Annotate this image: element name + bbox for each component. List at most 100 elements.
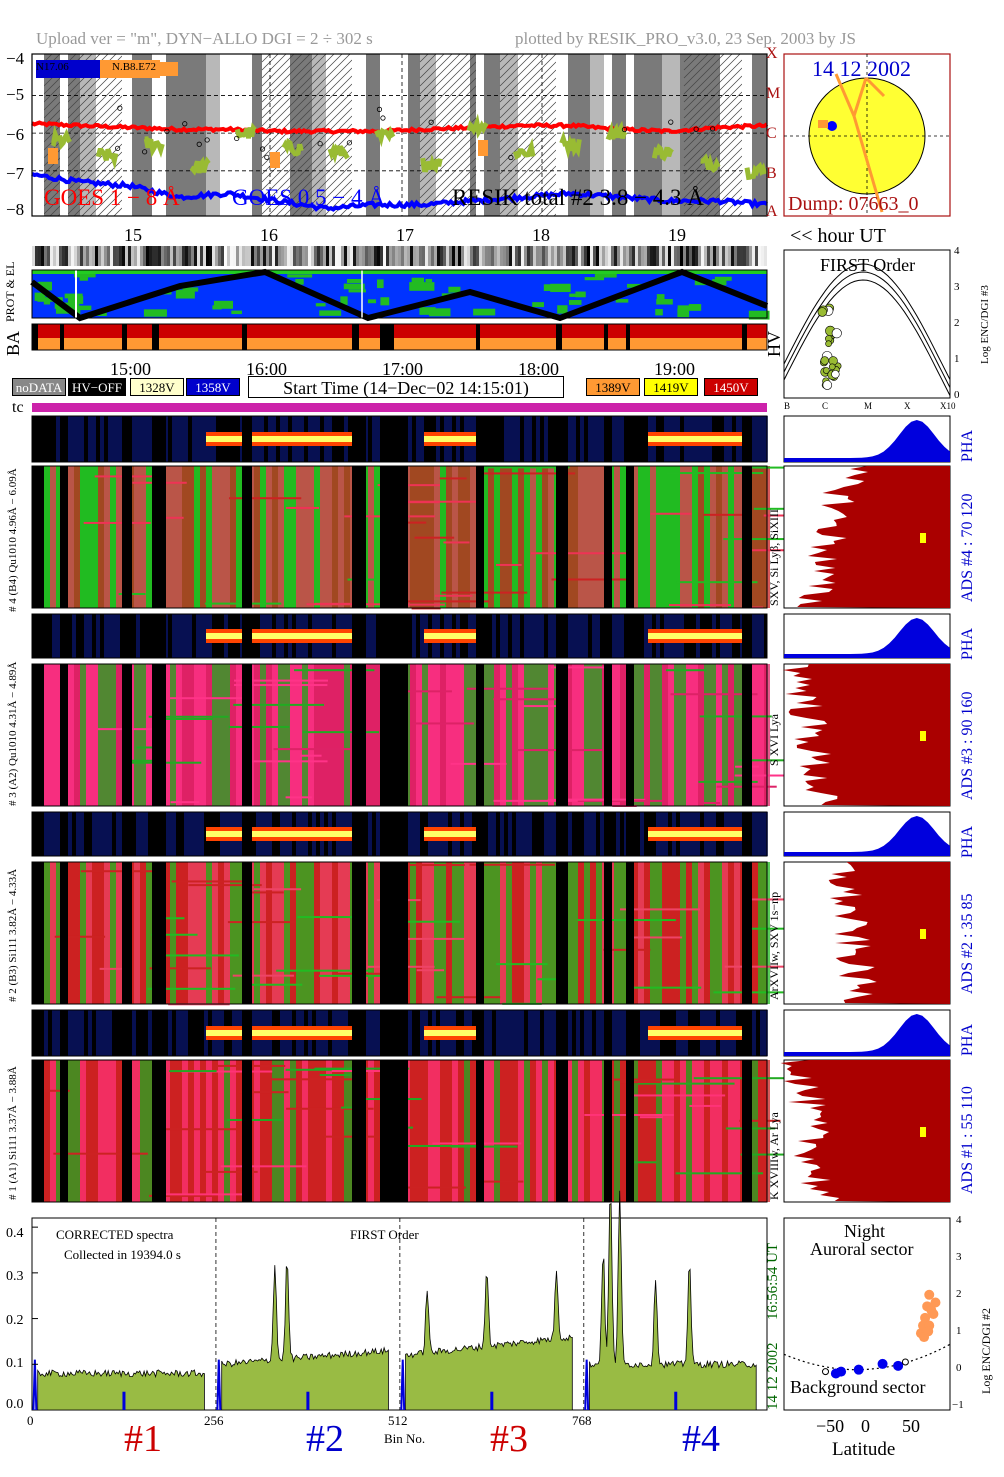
pha-gap bbox=[380, 416, 408, 462]
el-strip-cell bbox=[623, 246, 626, 266]
ads-gap bbox=[380, 466, 408, 608]
pha-noise bbox=[600, 416, 604, 462]
ads-column bbox=[506, 1060, 512, 1202]
ads-column bbox=[452, 862, 458, 1004]
ads-column bbox=[578, 1060, 584, 1202]
legend-1419v: 1419V bbox=[644, 378, 698, 396]
el-strip-cell bbox=[155, 246, 158, 266]
ads-column bbox=[656, 1060, 662, 1202]
ads-column bbox=[692, 664, 698, 806]
ads-column bbox=[572, 862, 578, 1004]
el-strip-cell bbox=[383, 246, 386, 266]
el-strip-cell bbox=[329, 246, 332, 266]
ads-column bbox=[314, 466, 320, 608]
ads-column bbox=[320, 862, 326, 1004]
ads-streak bbox=[398, 501, 440, 504]
ads-column bbox=[752, 466, 758, 608]
goes-class-b: B bbox=[766, 165, 777, 182]
ads-streak bbox=[747, 898, 814, 901]
pha-noise bbox=[500, 1010, 504, 1056]
pha-band-core bbox=[648, 436, 742, 442]
el-strip-cell bbox=[572, 246, 575, 266]
pha-noise bbox=[576, 1010, 580, 1056]
prot-blob bbox=[714, 276, 732, 281]
ads-column bbox=[590, 664, 596, 806]
prot-blob bbox=[315, 303, 326, 307]
pha-noise bbox=[644, 1010, 648, 1056]
el-strip-cell bbox=[395, 246, 398, 266]
el-strip-cell bbox=[161, 246, 164, 266]
ads-streak bbox=[118, 593, 146, 596]
ads-column bbox=[146, 466, 152, 608]
saa-hatch bbox=[683, 75, 743, 135]
goes-label-05-4: GOES 0.5 − 4 Å bbox=[232, 185, 385, 210]
saa-hatch bbox=[683, 53, 709, 79]
pha-noise bbox=[412, 614, 416, 658]
panel1-label: # 1 (A1) Si111 3.37Å − 3.88Å bbox=[7, 1066, 19, 1200]
pha-noise bbox=[116, 416, 120, 462]
el-strip-cell bbox=[368, 246, 371, 266]
el-strip-cell bbox=[260, 246, 263, 266]
ads-column bbox=[134, 862, 140, 1004]
prot-blob bbox=[37, 281, 52, 291]
el-strip-cell bbox=[398, 246, 401, 266]
ads-streak bbox=[319, 974, 381, 977]
ads-column bbox=[236, 1060, 242, 1202]
resik-total-segment bbox=[512, 137, 536, 161]
el-strip-cell bbox=[311, 246, 314, 266]
ads-column bbox=[224, 862, 230, 1004]
ads-streak bbox=[629, 986, 702, 989]
pha-noise bbox=[616, 614, 620, 658]
ads-column bbox=[542, 466, 548, 608]
ads-streak bbox=[377, 484, 441, 487]
sun-axis bbox=[852, 115, 884, 213]
ads-streak bbox=[496, 563, 522, 566]
el-strip-cell bbox=[353, 246, 356, 266]
el-strip-cell bbox=[557, 246, 560, 266]
ads-column bbox=[656, 664, 662, 806]
pha-noise bbox=[764, 812, 768, 856]
resik-total-segment bbox=[651, 143, 674, 162]
saa-hatch bbox=[499, 109, 557, 167]
pha-noise bbox=[56, 416, 60, 462]
pha-noise bbox=[180, 416, 184, 462]
el-strip-cell bbox=[203, 246, 206, 266]
lat-ytick: 4 bbox=[956, 1214, 962, 1226]
pha-noise bbox=[516, 1010, 520, 1056]
resik-point bbox=[380, 115, 386, 121]
goes-data-gap bbox=[32, 54, 44, 216]
goes-ytick: −6 bbox=[6, 125, 25, 144]
pha-noise bbox=[532, 1010, 536, 1056]
resik-total-segment bbox=[327, 142, 350, 164]
el-strip-cell bbox=[218, 246, 221, 266]
ads-streak bbox=[390, 600, 489, 603]
ads-streak bbox=[220, 1165, 307, 1168]
ads-column bbox=[278, 664, 284, 806]
ads-column bbox=[182, 862, 188, 1004]
el-strip-cell bbox=[206, 246, 209, 266]
pha-noise bbox=[640, 812, 644, 856]
ads-streak bbox=[493, 698, 558, 701]
goes-top-label-2: N.B8.E72 bbox=[112, 61, 156, 73]
saa-hatch bbox=[73, 167, 123, 217]
ads-column bbox=[308, 1060, 314, 1202]
ads-streak bbox=[149, 1194, 214, 1197]
pha-noise bbox=[764, 416, 768, 462]
pha-histogram bbox=[784, 1014, 950, 1056]
ads-streak bbox=[233, 684, 328, 687]
saa-hatch bbox=[261, 53, 303, 95]
pha-noise bbox=[512, 614, 516, 658]
pha-noise bbox=[548, 1010, 552, 1056]
el-strip-cell bbox=[428, 246, 431, 266]
ads-column bbox=[410, 862, 416, 1004]
ads-column bbox=[164, 466, 170, 608]
el-strip-cell bbox=[734, 246, 737, 266]
pha-gap bbox=[122, 812, 132, 856]
resik-orange-segment bbox=[270, 152, 280, 168]
ads-streak bbox=[54, 935, 106, 938]
el-strip-cell bbox=[200, 246, 203, 266]
el-strip-cell bbox=[224, 246, 227, 266]
el-strip-cell bbox=[392, 246, 395, 266]
ads-column bbox=[110, 1060, 116, 1202]
channel-3-label: #3 bbox=[490, 1418, 528, 1460]
